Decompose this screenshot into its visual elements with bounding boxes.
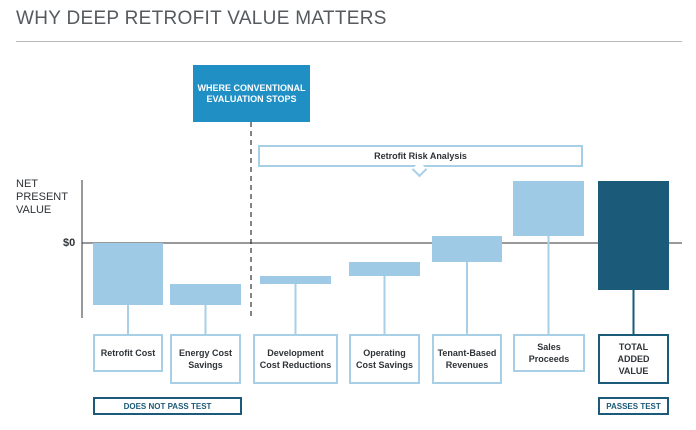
bar-total-added-value	[598, 181, 669, 290]
bar-development-cost-reductions	[260, 276, 331, 284]
chart-title: WHY DEEP RETROFIT VALUE MATTERS	[16, 8, 387, 29]
bar-retrofit-cost	[93, 243, 163, 305]
category-label-energy-cost-savings: Energy Cost Savings	[170, 334, 241, 384]
category-label-operating-cost-savings: Operating Cost Savings	[349, 334, 420, 384]
bar-sales-proceeds	[513, 181, 584, 236]
bars-layer	[93, 181, 669, 305]
connectors-layer	[127, 236, 635, 334]
verdict-passes: PASSES TEST	[598, 397, 669, 415]
category-label-total-added-value: TOTAL ADDED VALUE	[598, 334, 669, 384]
y-axis-label: NET PRESENT VALUE	[16, 178, 68, 216]
verdict-does-not-pass: DOES NOT PASS TEST	[93, 397, 242, 415]
zero-tick-label: $0	[63, 237, 76, 249]
bar-operating-cost-savings	[349, 262, 420, 276]
category-label-development-cost-reductions: Development Cost Reductions	[253, 334, 338, 384]
title-divider	[16, 41, 682, 42]
category-label-sales-proceeds: Sales Proceeds	[513, 334, 585, 372]
bar-tenant-based-revenues	[432, 236, 502, 262]
category-label-tenant-based-revenues: Tenant-Based Revenues	[432, 334, 502, 384]
bar-energy-cost-savings	[170, 284, 241, 305]
conventional-evaluation-callout: WHERE CONVENTIONAL EVALUATION STOPS	[193, 65, 310, 122]
category-label-retrofit-cost: Retrofit Cost	[93, 334, 163, 372]
